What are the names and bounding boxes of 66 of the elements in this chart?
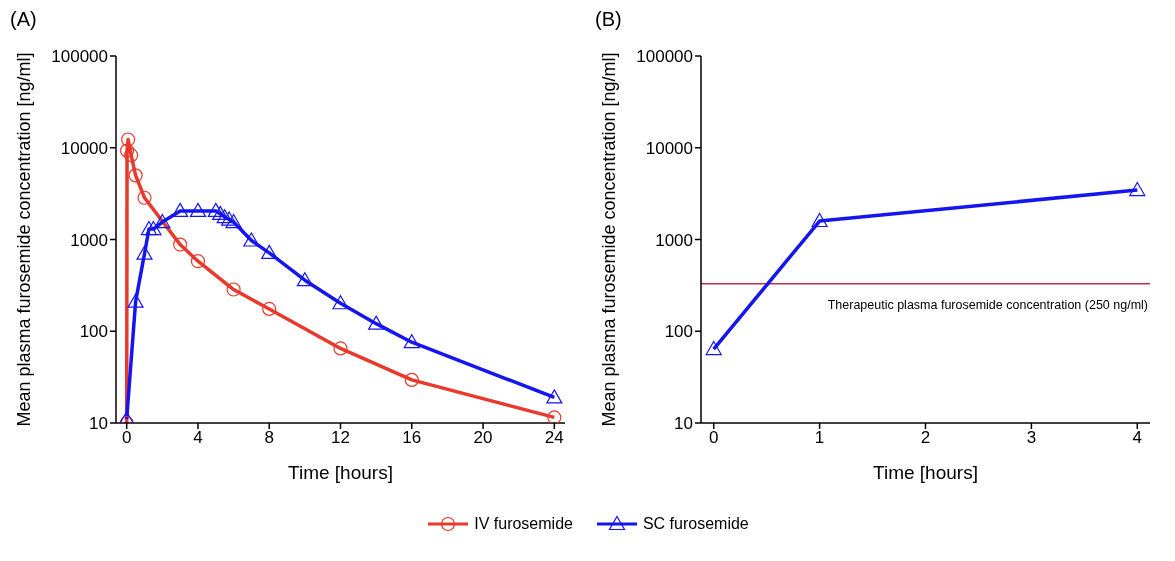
x-axis-title: Time [hours] [288,462,393,483]
chart-title: (B) [595,8,622,31]
point [128,168,143,183]
point [1129,181,1146,197]
point [145,220,162,236]
point [333,341,348,356]
x-tick-label: 1 [814,428,825,448]
x-tick-label: 0 [708,428,719,448]
point [137,190,152,205]
x-tick-label: 12 [331,428,350,448]
y-axis-title: Mean plasma furosemide concentration [ng/ml] [599,52,620,427]
y-tick-label: 10000 [645,138,693,158]
chart-title: (A) [10,8,37,31]
y-tick-label: 100000 [51,47,108,67]
x-tick-label: 16 [402,428,422,448]
y-tick-label: 100 [664,322,693,342]
x-tick-label: 20 [473,428,493,448]
point [173,237,188,252]
point [189,202,207,217]
point [261,244,278,259]
point [547,410,562,423]
y-axis-title: Mean plasma furosemide concentration [ng/ml] [14,52,35,427]
x-tick-label: 0 [121,428,132,448]
point [212,205,229,221]
ref-line-label: Therapeutic plasma furosemide concentration (250 ng/ml) [827,297,1148,312]
point [243,232,260,247]
point [546,389,563,404]
y-tick-label: 1000 [70,230,108,250]
point [216,209,233,224]
point [332,295,349,310]
legend-label: IV furosemide [474,515,573,533]
point [124,148,139,163]
point [226,282,241,297]
x-tick-label: 8 [264,428,274,448]
point [172,202,189,217]
x-tick-label: 24 [544,428,564,448]
point [136,245,153,260]
y-tick-label: 10000 [60,138,108,158]
y-tick-label: 100 [79,322,108,342]
point [404,372,419,387]
point [225,213,242,229]
point [705,340,722,356]
point [119,143,135,158]
x-tick-label: 3 [1026,428,1037,448]
x-tick-label: 4 [193,428,203,448]
y-tick-label: 100000 [636,47,693,67]
x-axis-title: Time [hours] [873,462,978,483]
x-tick-label: 4 [1132,428,1143,448]
point [121,132,136,147]
point [190,254,206,269]
point [118,411,135,423]
point [262,301,277,317]
y-tick-label: 1000 [655,230,693,250]
y-tick-label: 10 [674,414,693,434]
point [811,212,828,228]
legend-label: SC furosemide [642,515,749,533]
point [403,334,420,349]
point [296,272,313,287]
x-tick-label: 2 [920,428,931,448]
point [207,202,224,217]
point [221,211,238,226]
point [127,293,144,308]
point [368,315,385,330]
y-tick-label: 10 [89,414,108,434]
point [140,220,158,236]
point [154,213,171,229]
